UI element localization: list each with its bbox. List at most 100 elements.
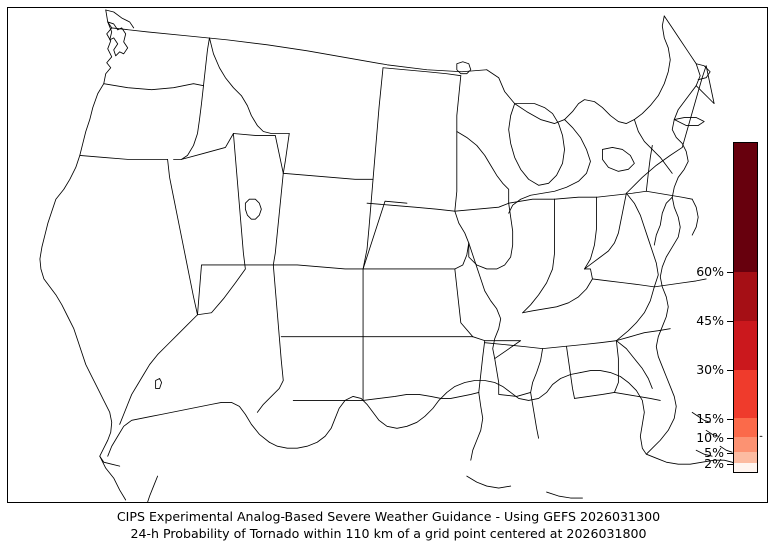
state-border-nd-sd: [382, 67, 462, 77]
state-border-ar-la: [494, 358, 532, 397]
colorbar-label-10: 10%: [696, 429, 724, 445]
state-border-id-wy: [282, 133, 290, 174]
state-border-ne-ia-mo: [454, 210, 470, 270]
colorbar-tick-5: [727, 453, 733, 454]
state-border-mo-ar-line: [484, 342, 544, 350]
colorbar-band-60: [734, 143, 757, 273]
coastline-baja: [99, 455, 127, 501]
map-geometry: [39, 9, 763, 502]
colorbar-label-60: 60%: [696, 263, 724, 279]
colorbar-label-2: 2%: [704, 455, 724, 471]
state-border-mt-wy: [282, 172, 374, 180]
state-border-il-in: [522, 198, 555, 314]
state-border-tn-nc: [615, 286, 655, 342]
lake-michigan: [508, 103, 565, 186]
state-border-ar-tn-ms: [530, 348, 544, 393]
colorbar-tick-10: [727, 438, 733, 439]
state-border-sd-mn-ia: [454, 131, 458, 212]
us-map-graphic: [39, 9, 763, 502]
colorbar-tick-15: [727, 419, 733, 420]
title-line-2: 24-h Probability of Tornado within 110 k…: [130, 525, 647, 541]
state-border-nm-tx: [292, 336, 364, 401]
salton-sea: [155, 378, 163, 389]
colorbar-band-5-10: [734, 437, 757, 453]
state-border-ky-va-wv: [625, 192, 659, 288]
state-border-md-de: [691, 198, 699, 236]
colorbar-band-2: [734, 463, 757, 472]
state-border-mn-wi: [456, 131, 510, 204]
coastline-bahamas-1: [691, 411, 711, 423]
probability-colorbar: 2% 5% 10% 15% 30% 45% 60%: [696, 142, 758, 473]
state-border-wi-il: [508, 198, 555, 204]
state-border-ms-al: [566, 346, 575, 399]
coastline-bahamas-4: [719, 445, 733, 453]
state-border-nd-mn: [456, 75, 462, 132]
state-border-oh-wv-pa: [596, 190, 647, 198]
state-border-id-mt: [209, 37, 290, 134]
state-border-sd-ne-line: [366, 202, 456, 212]
coastline-pacific: [39, 9, 121, 467]
colorbar-band-45-60: [734, 272, 757, 321]
lake-huron-erie: [508, 119, 591, 214]
coastline-cuba: [645, 453, 739, 467]
state-border-wa-id: [203, 37, 210, 87]
coastline-central-america: [546, 491, 583, 499]
border-mexico: [107, 401, 270, 457]
state-border-wy-sd-ne: [362, 178, 374, 270]
state-border-ks-mo: [454, 268, 474, 338]
state-border-oh-wv-river: [584, 192, 627, 270]
state-border-ne-states: [695, 65, 715, 105]
state-border-mo-ar: [484, 340, 522, 360]
title-line-1: CIPS Experimental Analog-Based Severe We…: [116, 509, 661, 524]
state-border-in-oh: [554, 196, 597, 200]
border-st-lawrence: [633, 119, 673, 174]
coastline-bahamas-3: [695, 449, 713, 457]
state-border-or-id: [173, 85, 204, 160]
colorbar-label-5: 5%: [704, 444, 724, 460]
state-border-ok-tx: [362, 392, 480, 401]
great-salt-lake: [244, 198, 262, 220]
state-border-nc-va: [653, 278, 707, 288]
state-border-va-md-pa: [645, 190, 693, 200]
lake-of-the-woods: [456, 61, 472, 75]
state-border-id-ut-nv: [232, 133, 284, 174]
state-border-in-oh-vert: [584, 196, 597, 270]
state-border-wa-or: [103, 83, 204, 91]
state-border-ny-vt-nh-me: [681, 65, 707, 148]
state-border-al-ga: [574, 340, 619, 399]
coastline-cape-cod: [695, 63, 711, 81]
state-border-co-nm: [280, 268, 364, 338]
colorbar-band-15-30: [734, 369, 757, 419]
state-border-ny-pa-line: [625, 147, 683, 194]
state-border-ia-wi: [454, 202, 510, 212]
state-border-la-ms: [530, 392, 540, 439]
colorbar-band-10-15: [734, 418, 757, 438]
state-border-ga-sc: [615, 340, 653, 389]
coastline-yucatan: [466, 475, 512, 489]
coastline-atlantic: [580, 15, 701, 455]
figure-title-block: CIPS Experimental Analog-Based Severe We…: [0, 509, 777, 542]
state-border-ut-az: [197, 264, 274, 316]
state-border-nv-ut: [197, 133, 246, 316]
state-border-sd-ne: [362, 200, 408, 270]
state-border-wy-co: [272, 264, 364, 270]
state-border-tn-ms-al: [542, 340, 617, 350]
colorbar-tick-45: [727, 321, 733, 322]
state-border-nv-id: [181, 133, 234, 160]
state-border-mt-nd: [372, 67, 384, 180]
colorbar-tick-2: [727, 464, 733, 465]
lake-ontario: [602, 147, 635, 172]
state-border-az-nm: [256, 264, 284, 413]
coastline-chesapeake: [653, 196, 673, 246]
coastline-long-island: [673, 117, 705, 126]
coastline-bahamas-2: [705, 429, 719, 437]
colorbar-bands: [733, 142, 758, 473]
coastline-gulf-of-california: [147, 475, 159, 502]
map-panel: [7, 7, 768, 503]
state-border-ok-ar: [472, 336, 486, 393]
colorbar-label-45: 45%: [696, 312, 724, 328]
colorbar-tick-60: [727, 272, 733, 273]
colorbar-band-2-5: [734, 452, 757, 464]
state-border-ca-nv: [167, 158, 198, 316]
state-border-wy-ut-co: [272, 172, 284, 266]
